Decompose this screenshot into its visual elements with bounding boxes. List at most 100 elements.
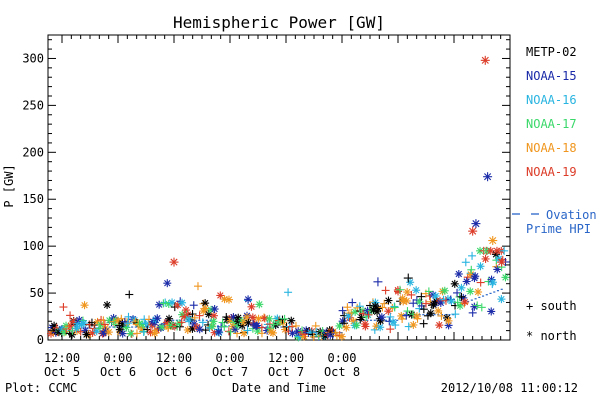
legend-item-noaa-16: NOAA-16 (526, 93, 577, 107)
x-tick-label: 0:00 (104, 351, 133, 365)
data-point-north (169, 257, 179, 267)
x-tick-label: 12:00 (268, 351, 304, 365)
data-point-north (444, 316, 453, 325)
data-point-south (402, 311, 411, 320)
data-point-north (247, 302, 256, 311)
data-point-north (471, 219, 481, 229)
data-point-south (218, 318, 227, 327)
data-point-south (278, 315, 287, 324)
data-point-south (417, 292, 426, 301)
data-point-north (153, 314, 162, 323)
data-point-north (251, 321, 260, 330)
y-tick-label: 200 (22, 145, 44, 159)
data-point-north (447, 297, 456, 306)
ovation-label-line2: Prime HPI (526, 222, 591, 236)
data-point-north (474, 288, 483, 297)
x-tick-label: 0:00 (216, 351, 245, 365)
data-point-north (337, 332, 346, 341)
data-point-south (453, 288, 462, 297)
y-axis-label: P [GW] (2, 164, 16, 207)
data-point-north (342, 323, 351, 332)
plot-credit: Plot: CCMC (5, 381, 77, 395)
data-point-south (222, 313, 231, 322)
data-point-south (403, 273, 413, 283)
data-point-south (123, 319, 132, 328)
data-point-south (59, 303, 68, 312)
legend-item-noaa-17: NOAA-17 (526, 117, 577, 131)
data-points (47, 55, 510, 342)
data-point-south (461, 258, 470, 267)
plot-timestamp: 2012/10/08 11:00:12 (441, 381, 578, 395)
data-point-south (457, 292, 466, 301)
data-point-north (351, 307, 360, 316)
data-point-south (193, 282, 202, 291)
data-point-north (412, 286, 421, 295)
data-point-north (466, 287, 475, 296)
data-point-south (419, 305, 428, 314)
data-point-north (103, 300, 112, 309)
data-point-south (386, 325, 395, 334)
data-point-north (184, 314, 193, 323)
data-point-south (159, 299, 168, 308)
data-point-south (195, 311, 204, 320)
data-point-south (125, 290, 134, 299)
data-point-north (480, 55, 490, 65)
data-point-north (497, 257, 507, 267)
data-point-north (450, 279, 459, 288)
data-point-north (267, 327, 276, 336)
data-point-north (426, 309, 435, 318)
symbol-legend-north: * north (526, 329, 577, 343)
data-point-north (454, 269, 463, 278)
x-tick-label: 12:00 (156, 351, 192, 365)
data-point-north (435, 321, 444, 330)
data-point-south (381, 286, 390, 295)
y-tick-label: 300 (22, 51, 44, 65)
data-point-south (395, 285, 404, 294)
data-point-south (301, 330, 310, 339)
x-tick-date: Oct 7 (212, 365, 248, 379)
data-point-south (66, 311, 75, 320)
data-point-north (488, 236, 498, 246)
data-point-south (391, 321, 400, 330)
data-point-north (82, 330, 91, 339)
x-tick-date: Oct 7 (268, 365, 304, 379)
legend: METP-02 NOAA-15 NOAA-16 NOAA-17 NOAA-18 NOAA-… (526, 45, 577, 179)
ovation-series (52, 213, 539, 334)
x-tick-date: Oct 8 (324, 365, 360, 379)
data-point-north (104, 328, 113, 337)
data-point-south (198, 318, 207, 327)
data-point-north (488, 278, 497, 287)
data-point-north (373, 307, 382, 316)
data-point-north (501, 273, 510, 282)
data-point-north (335, 321, 344, 330)
data-point-north (115, 325, 124, 334)
data-point-south (380, 299, 389, 308)
data-point-south (421, 299, 430, 308)
data-point-north (265, 314, 274, 323)
data-point-south (100, 320, 109, 329)
symbol-legend: + south * north (526, 299, 577, 343)
data-point-north (457, 283, 466, 292)
data-point-north (476, 262, 485, 271)
data-point-south (284, 288, 293, 297)
data-point-south (500, 246, 509, 255)
data-point-south (373, 277, 383, 287)
legend-item-noaa-19: NOAA-19 (526, 165, 577, 179)
data-point-south (280, 314, 289, 323)
data-point-south (477, 303, 486, 312)
chart-title: Hemispheric Power [GW] (173, 13, 385, 32)
data-point-north (210, 305, 219, 314)
y-tick-label: 150 (22, 192, 44, 206)
y-tick-label: 100 (22, 239, 44, 253)
data-point-north (165, 314, 174, 323)
data-point-north (487, 307, 496, 316)
data-point-north (434, 306, 443, 315)
data-point-north (403, 288, 412, 297)
y-axis-ticks: 0 50 100 150 200 250 300 (22, 39, 510, 347)
data-point-south (437, 311, 446, 320)
plot-frame (47, 34, 511, 341)
data-point-south (189, 301, 198, 310)
data-point-south (419, 319, 428, 328)
data-point-south (288, 322, 297, 331)
data-point-north (384, 296, 393, 305)
